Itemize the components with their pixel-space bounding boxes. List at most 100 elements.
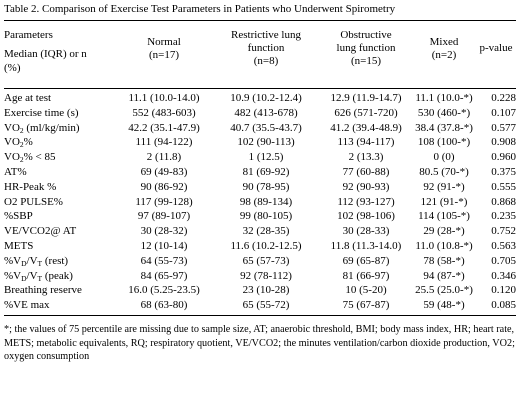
cell-pvalue: 0.085 — [491, 299, 516, 312]
cell-restrictive: 23 (10-28) — [242, 284, 290, 297]
cell-normal: 12 (10-14) — [140, 239, 188, 252]
table-row: Exercise time (s) 552 (483-603) 482 (413-6… — [4, 106, 516, 121]
cell-normal: 2 (11.8) — [146, 151, 182, 164]
cell-restrictive: 81 (69-92) — [242, 165, 290, 178]
cell-restrictive: 10.9 (10.2-12.4) — [230, 92, 302, 104]
cell-pvalue: 0.375 — [491, 165, 516, 178]
header-percent: (%) — [4, 62, 21, 74]
header-median-iqr: Median (IQR) or n — [4, 48, 87, 60]
cell-restrictive: 65 (57-73) — [242, 254, 290, 267]
cell-obstructive: 112 (93-127) — [337, 195, 395, 208]
table-row: VE/VCO2@ AT 30 (28-32) 32 (28-35) 30 (28-33… — [4, 224, 516, 239]
row-parameter: Exercise time (s) — [4, 106, 79, 119]
cell-restrictive: 98 (89-134) — [239, 195, 293, 208]
cell-mixed: 59 (48-*) — [423, 299, 465, 312]
cell-obstructive: 69 (65-87) — [342, 254, 390, 267]
table-row: METS 12 (10-14) 11.6 (10.2-12.5) 11.8 (11.3… — [4, 239, 516, 254]
cell-mixed: 38.4 (37.8-*) — [415, 121, 473, 134]
cell-mixed: 0 (0) — [433, 151, 455, 164]
cell-pvalue: 0.346 — [491, 269, 516, 282]
table-row: HR-Peak % 90 (86-92) 90 (78-95) 92 (90-93) 9… — [4, 180, 516, 195]
cell-mixed: 94 (87-*) — [423, 269, 465, 282]
header-normal: Normal (n=17) — [147, 36, 181, 61]
cell-mixed: 114 (105-*) — [418, 210, 470, 223]
table-body: Age at test 11.1 (10.0-14.0) 10.9 (10.2-12… — [4, 91, 516, 313]
row-parameter: VO2% < 85 — [4, 151, 56, 165]
cell-normal: 30 (28-32) — [140, 225, 188, 238]
cell-pvalue: 0.752 — [491, 225, 516, 238]
cell-normal: 68 (63-80) — [140, 299, 188, 312]
cell-obstructive: 102 (98-106) — [337, 210, 395, 223]
row-parameter: VO2% — [4, 136, 33, 150]
cell-normal: 64 (55-73) — [140, 254, 188, 267]
table-row: VO2 (ml/kg/min) 42.2 (35.1-47.9) 40.7 (35.… — [4, 121, 516, 136]
cell-obstructive: 11.8 (11.3-14.0) — [330, 239, 402, 252]
cell-obstructive: 2 (13.3) — [348, 151, 384, 164]
row-parameter: Age at test — [4, 92, 52, 104]
cell-normal: 42.2 (35.1-47.9) — [128, 121, 200, 134]
row-parameter: %VD/VT (rest) — [4, 254, 69, 268]
table-row: %VD/VT (rest) 64 (55-73) 65 (57-73) 69 (65-… — [4, 254, 516, 269]
cell-mixed: 121 (91-*) — [420, 195, 468, 208]
cell-mixed: 92 (91-*) — [423, 180, 465, 193]
cell-obstructive: 10 (5-20) — [345, 284, 387, 297]
cell-obstructive: 113 (94-117) — [337, 136, 395, 149]
cell-pvalue: 0.120 — [491, 284, 516, 297]
cell-obstructive: 12.9 (11.9-14.7) — [330, 92, 402, 104]
cell-pvalue: 0.705 — [491, 254, 516, 267]
cell-restrictive: 102 (90-113) — [237, 136, 295, 149]
bottom-rule — [4, 315, 516, 316]
row-parameter: Breathing reserve — [4, 284, 82, 297]
cell-restrictive: 1 (12.5) — [248, 151, 284, 164]
cell-mixed: 80.5 (70-*) — [419, 165, 469, 178]
cell-normal: 552 (483-603) — [132, 106, 196, 119]
table-row: O2 PULSE% 117 (99-128) 98 (89-134) 112 (93-… — [4, 195, 516, 210]
cell-normal: 90 (86-92) — [140, 180, 188, 193]
cell-normal: 117 (99-128) — [135, 195, 193, 208]
table-row: %VD/VT (peak) 84 (65-97) 92 (78-112) 81 (66… — [4, 269, 516, 284]
cell-restrictive: 11.6 (10.2-12.5) — [230, 239, 302, 252]
row-parameter: METS — [4, 239, 34, 252]
cell-restrictive: 90 (78-95) — [242, 180, 290, 193]
table-footnote: *; the values of 75 percentile are missi… — [4, 324, 515, 362]
header-mixed: Mixed (n=2) — [429, 36, 459, 61]
row-parameter: %SBP — [4, 210, 33, 223]
cell-pvalue: 0.577 — [491, 121, 516, 134]
table-caption: Table 2. Comparison of Exercise Test Par… — [4, 3, 396, 15]
cell-restrictive: 32 (28-35) — [242, 225, 290, 238]
cell-restrictive: 99 (80-105) — [239, 210, 293, 223]
cell-pvalue: 0.563 — [491, 239, 516, 252]
row-parameter: %VE max — [4, 299, 50, 312]
cell-obstructive: 30 (28-33) — [342, 225, 390, 238]
cell-mixed: 530 (460-*) — [417, 106, 471, 119]
cell-obstructive: 77 (60-88) — [342, 165, 390, 178]
cell-pvalue: 0.107 — [491, 106, 516, 119]
cell-obstructive: 626 (571-720) — [334, 106, 398, 119]
top-rule — [4, 20, 516, 21]
row-parameter: VE/VCO2@ AT — [4, 225, 77, 238]
cell-obstructive: 81 (66-97) — [342, 269, 390, 282]
table-row: %SBP 97 (89-107) 99 (80-105) 102 (98-106) 11… — [4, 209, 516, 224]
cell-normal: 97 (89-107) — [137, 210, 191, 223]
table-row: Age at test 11.1 (10.0-14.0) 10.9 (10.2-12… — [4, 91, 516, 106]
table-row: AT% 69 (49-83) 81 (69-92) 77 (60-88) 80.5 (7… — [4, 165, 516, 180]
cell-normal: 84 (65-97) — [140, 269, 188, 282]
row-parameter: VO2 (ml/kg/min) — [4, 121, 80, 135]
table-row: VO2% < 85 2 (11.8) 1 (12.5) 2 (13.3) 0 (0) 0.… — [4, 150, 516, 165]
cell-pvalue: 0.555 — [491, 180, 516, 193]
cell-normal: 11.1 (10.0-14.0) — [128, 92, 200, 104]
row-parameter: HR-Peak % — [4, 180, 57, 193]
table-row: Breathing reserve 16.0 (5.25-23.5) 23 (10-… — [4, 283, 516, 298]
row-parameter: AT% — [4, 165, 27, 178]
row-parameter: %VD/VT (peak) — [4, 269, 73, 283]
cell-normal: 16.0 (5.25-23.5) — [128, 284, 200, 297]
header-obstructive: Obstructive lung function (n=15) — [336, 29, 396, 67]
cell-obstructive: 75 (67-87) — [342, 299, 390, 312]
table-header: Parameters Median (IQR) or n (%) Normal … — [4, 26, 516, 84]
cell-restrictive: 65 (55-72) — [242, 299, 290, 312]
cell-mixed: 78 (58-*) — [423, 254, 465, 267]
cell-normal: 69 (49-83) — [140, 165, 188, 178]
cell-restrictive: 482 (413-678) — [234, 106, 298, 119]
cell-mixed: 11.0 (10.8-*) — [415, 239, 473, 252]
